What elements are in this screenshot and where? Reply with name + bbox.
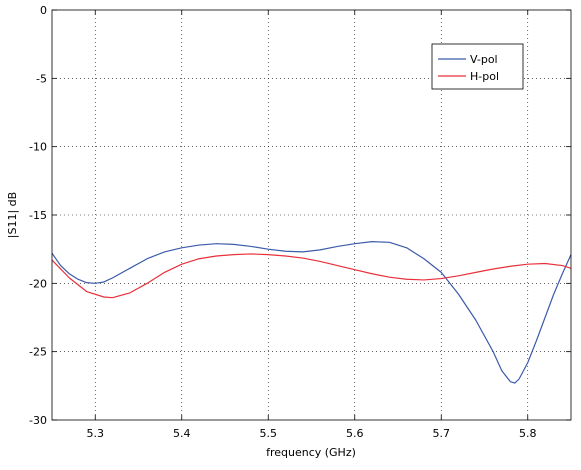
legend: V-pol H-pol xyxy=(431,43,524,90)
x-tick-label: 5.7 xyxy=(433,427,451,440)
y-tick-label: -15 xyxy=(29,209,47,222)
x-tick-label: 5.8 xyxy=(519,427,537,440)
tick-labels: 5.3 5.4 5.5 5.6 5.7 5.8 0 -5 -10 -15 -20 -25 -30 xyxy=(29,4,536,440)
y-axis-label: |S11| dB xyxy=(6,192,19,238)
y-tick-label: 0 xyxy=(40,4,47,17)
y-tick-label: -5 xyxy=(36,72,47,85)
x-tick-label: 5.4 xyxy=(173,427,191,440)
y-tick-label: -25 xyxy=(29,346,47,359)
legend-box xyxy=(431,43,524,90)
x-tick-label: 5.5 xyxy=(260,427,278,440)
x-tick-label: 5.3 xyxy=(87,427,105,440)
ticks xyxy=(52,9,571,421)
series-line-v-pol xyxy=(51,241,572,384)
y-tick-label: -30 xyxy=(29,414,47,427)
x-axis-label: frequency (GHz) xyxy=(266,446,356,459)
legend-label-v-pol: V-pol xyxy=(470,53,498,66)
legend-label-h-pol: H-pol xyxy=(470,70,499,83)
series-line-h-pol xyxy=(51,253,572,299)
x-tick-label: 5.6 xyxy=(346,427,364,440)
y-tick-label: -20 xyxy=(29,277,47,290)
series-layer xyxy=(51,241,572,384)
y-tick-label: -10 xyxy=(29,141,47,154)
